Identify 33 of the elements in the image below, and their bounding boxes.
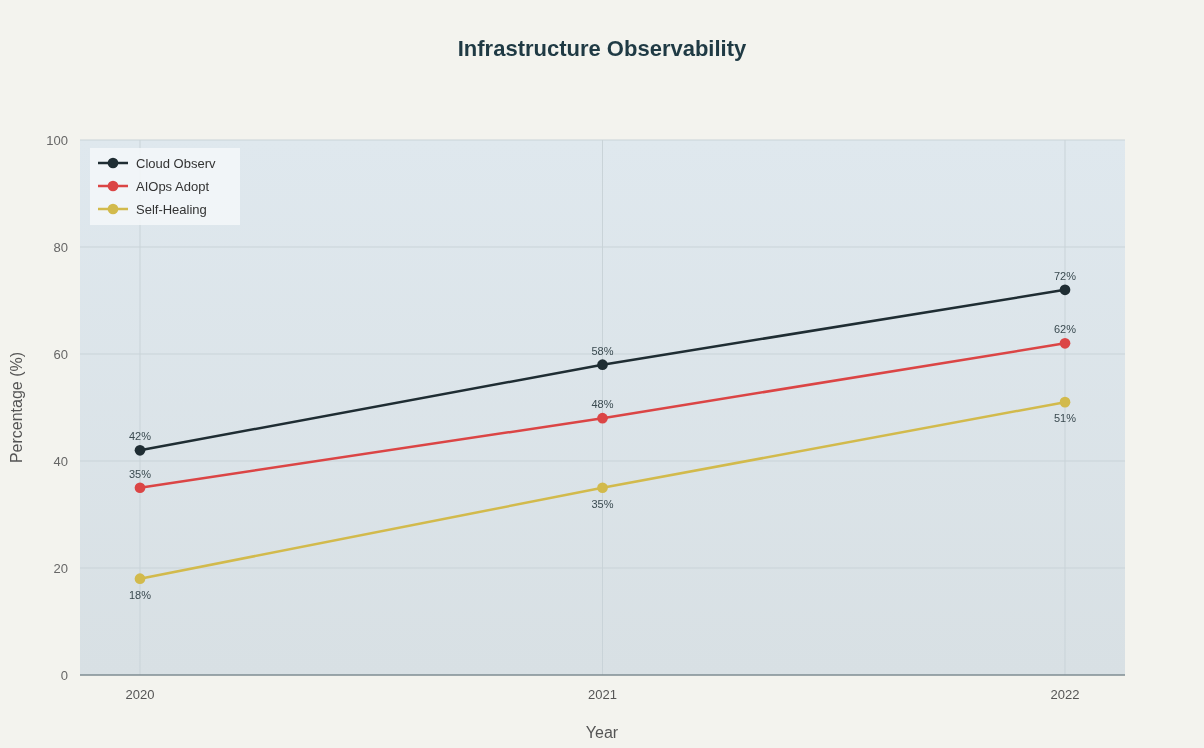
x-tick-label: 2022: [1050, 687, 1080, 702]
point: [1059, 396, 1071, 408]
point: [1059, 337, 1071, 349]
y-tick-label: 0: [60, 667, 68, 683]
y-axis-title: Percentage (%): [8, 351, 25, 464]
data-label: 35%: [591, 497, 614, 510]
y-tick-label: 100: [46, 132, 68, 148]
legend-label: Self-Healing: [136, 201, 207, 217]
y-tick-label: 80: [53, 239, 68, 255]
y-tick-label: 60: [53, 346, 68, 362]
y-tick-label: 40: [53, 453, 68, 469]
data-label: 18%: [128, 588, 152, 601]
legend-label: Cloud Observ: [136, 155, 216, 171]
data-label: 42%: [128, 430, 152, 443]
data-label: 35%: [128, 467, 152, 480]
x-tick-label: 2021: [588, 687, 617, 702]
data-label: 58%: [591, 344, 614, 357]
legend-label: AIOps Adopt: [136, 178, 210, 194]
x-axis-title: Year: [585, 724, 619, 741]
y-tick-label: 20: [53, 560, 68, 576]
point: [597, 482, 608, 494]
point: [597, 359, 608, 371]
point: [1059, 284, 1071, 296]
data-label: 62%: [1053, 323, 1077, 336]
point: [134, 573, 146, 585]
point: [597, 412, 608, 424]
data-label: 72%: [1053, 269, 1077, 282]
x-tick-label: 2020: [125, 687, 155, 702]
point: [134, 444, 146, 456]
data-label: 48%: [591, 398, 614, 411]
chart-title: Infrastructure Observability: [457, 36, 748, 61]
point: [134, 482, 146, 494]
data-label: 51%: [1053, 412, 1077, 425]
